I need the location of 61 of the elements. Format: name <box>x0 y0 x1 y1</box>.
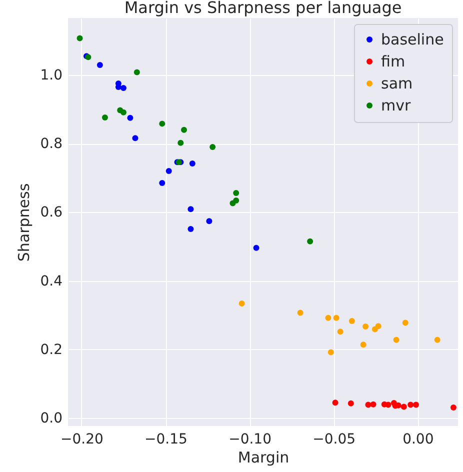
point <box>370 401 376 408</box>
point <box>434 336 440 343</box>
point <box>210 144 216 150</box>
point <box>238 300 245 306</box>
legend-label: mvr <box>381 96 412 114</box>
point <box>233 190 240 196</box>
point <box>188 226 194 232</box>
y-tick-label: 0.6 <box>40 204 63 221</box>
point <box>328 349 334 356</box>
point <box>120 85 126 91</box>
x-tick-label: −0.15 <box>144 432 188 448</box>
x-tick-label: −0.10 <box>228 432 272 448</box>
legend-label: fim <box>381 52 406 70</box>
y-tick-label: 0.8 <box>40 136 62 152</box>
y-tick-label: 0.0 <box>40 410 62 427</box>
point <box>402 320 408 326</box>
point <box>362 323 369 330</box>
point <box>360 342 366 348</box>
x-tick-label: −0.20 <box>60 432 104 448</box>
y-tick-label: 1.0 <box>40 67 62 84</box>
point <box>206 218 212 224</box>
x-tick-label: 0.00 <box>402 432 434 448</box>
point <box>134 69 140 76</box>
point <box>307 238 314 244</box>
point <box>159 180 166 186</box>
point <box>297 310 304 316</box>
point <box>333 314 340 321</box>
legend-label: sam <box>381 74 413 92</box>
point <box>325 314 332 321</box>
point <box>180 126 187 133</box>
chart-title: Margin vs Sharpness per language <box>124 0 402 17</box>
point <box>365 402 372 408</box>
point <box>230 200 236 206</box>
point <box>178 140 184 146</box>
point <box>253 244 260 251</box>
point <box>348 318 355 324</box>
point <box>408 402 414 408</box>
legend-label: baseline <box>381 30 444 48</box>
y-tick-label: 0.4 <box>40 273 63 290</box>
point <box>159 120 166 127</box>
point <box>332 400 338 406</box>
point <box>166 168 172 174</box>
point <box>76 35 83 42</box>
point <box>132 135 138 142</box>
x-axis-title: Margin <box>238 448 290 466</box>
point <box>400 404 407 410</box>
point <box>96 62 103 68</box>
point <box>102 114 108 121</box>
point <box>188 206 194 212</box>
point <box>337 328 344 335</box>
y-tick-label: 0.2 <box>40 342 62 358</box>
x-tick-label: −0.05 <box>312 432 356 448</box>
point <box>127 114 134 121</box>
point <box>348 400 354 406</box>
point <box>375 323 382 330</box>
point <box>120 109 126 116</box>
y-axis-title: Sharpness <box>15 183 34 262</box>
point <box>393 336 400 343</box>
point <box>189 160 196 166</box>
point <box>412 402 419 408</box>
point <box>450 404 456 410</box>
